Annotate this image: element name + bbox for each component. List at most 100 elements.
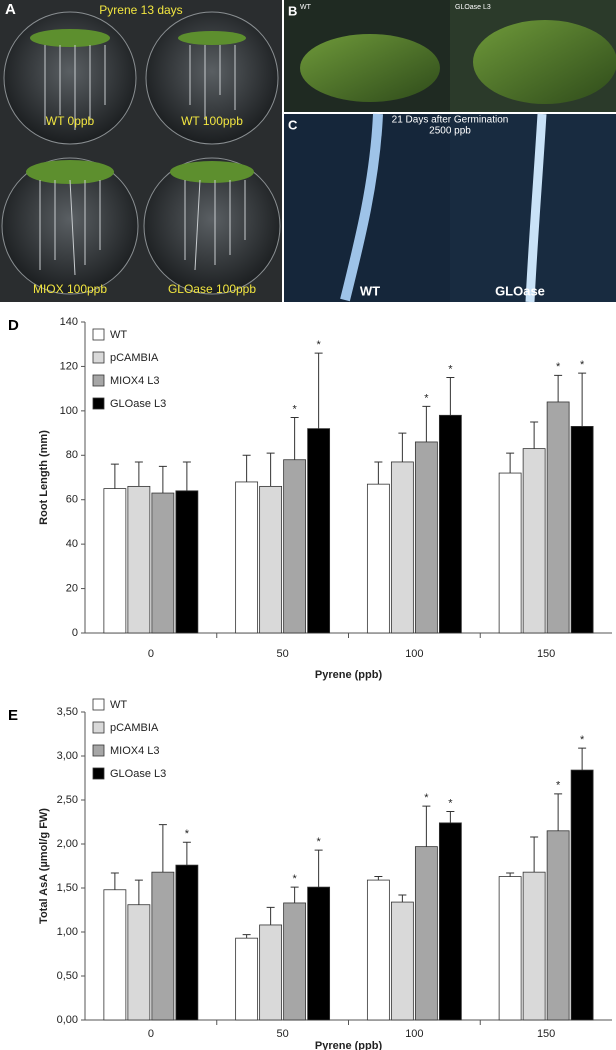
error-bar <box>314 352 323 429</box>
roots <box>39 45 246 276</box>
significance-mark: * <box>556 780 561 792</box>
significance-mark: * <box>316 836 321 848</box>
y-tick-label: 2,50 <box>57 794 78 806</box>
significance-mark: * <box>292 403 297 415</box>
leaf <box>473 20 616 104</box>
legend-swatch <box>92 374 105 387</box>
bar <box>151 492 175 634</box>
legend-swatch <box>92 351 105 364</box>
dish-label: GLOase 100ppb <box>168 282 256 296</box>
bar <box>366 879 390 1021</box>
x-tick-label: 100 <box>405 648 423 660</box>
x-tick-label: 50 <box>277 1028 289 1040</box>
bar <box>151 871 175 1021</box>
y-tick-label: 120 <box>60 360 78 372</box>
legend-swatch <box>92 397 105 410</box>
bar <box>235 481 259 634</box>
error-bar <box>506 872 515 877</box>
x-tick-label: 150 <box>537 648 555 660</box>
y-tick-label: 80 <box>66 449 78 461</box>
x-tick-label: 100 <box>405 1028 423 1040</box>
error-bar <box>374 876 383 881</box>
bar <box>414 846 438 1021</box>
error-bar <box>266 452 275 487</box>
y-axis-label: Root Length (mm) <box>38 430 50 525</box>
error-bar <box>446 377 455 416</box>
y-tick-label: 0 <box>72 627 78 639</box>
y-tick-label: 60 <box>66 494 78 506</box>
panel-letter: B <box>288 3 297 18</box>
bar <box>307 428 331 634</box>
y-tick-label: 40 <box>66 538 78 550</box>
y-tick-label: 2,00 <box>57 838 78 850</box>
legend-swatch <box>92 721 105 734</box>
legend-label: GLOase L3 <box>110 398 166 410</box>
error-bar <box>554 374 563 402</box>
leaf <box>300 34 440 102</box>
legend-label: GLOase L3 <box>110 768 166 780</box>
bar <box>570 426 594 634</box>
error-bar <box>158 824 167 873</box>
dish <box>3 11 137 145</box>
photo-label: GLOase L3 <box>455 4 491 11</box>
y-tick-label: 3,00 <box>57 750 78 762</box>
error-bar <box>398 432 407 462</box>
bar <box>175 490 199 634</box>
dish-label: WT 0ppb <box>46 114 95 128</box>
y-tick-label: 100 <box>60 405 78 417</box>
significance-mark: * <box>580 359 585 371</box>
y-tick-label: 0,00 <box>57 1014 78 1026</box>
bar <box>259 924 283 1021</box>
photo-subtitle: 2500 ppb <box>429 126 471 137</box>
error-bar <box>554 793 563 831</box>
error-bar <box>134 461 143 487</box>
error-bar <box>290 417 299 460</box>
error-bar <box>242 454 251 482</box>
bar <box>175 864 199 1021</box>
legend-swatch <box>92 744 105 757</box>
panel-letter: E <box>8 707 18 724</box>
bar <box>522 871 546 1021</box>
error-bar <box>158 465 167 494</box>
bar <box>235 937 259 1021</box>
bar <box>546 401 570 634</box>
bar <box>438 414 462 634</box>
error-bar <box>290 886 299 903</box>
error-bar <box>374 461 383 485</box>
dish <box>145 11 279 145</box>
error-bar <box>110 872 119 890</box>
bar <box>546 830 570 1021</box>
legend-swatch <box>92 767 105 780</box>
root <box>525 113 547 303</box>
significance-mark: * <box>448 363 453 375</box>
photo-title: 21 Days after Germination <box>392 115 509 126</box>
legend-swatch <box>92 698 105 711</box>
significance-mark: * <box>292 873 297 885</box>
panel-letter: D <box>8 317 19 334</box>
legend-label: MIOX4 L3 <box>110 745 160 757</box>
significance-mark: * <box>185 828 190 840</box>
y-tick-label: 1,00 <box>57 926 78 938</box>
bar <box>283 902 307 1021</box>
bar <box>522 448 546 634</box>
x-axis-label: Pyrene (ppb) <box>315 669 383 681</box>
error-bar <box>422 405 431 442</box>
photo-label: WT <box>360 283 380 298</box>
bar <box>127 904 151 1021</box>
panel-letter: C <box>288 117 298 132</box>
error-bar <box>578 747 587 771</box>
dish-label: WT 100ppb <box>181 114 243 128</box>
y-tick-label: 140 <box>60 316 78 328</box>
bar <box>498 472 522 634</box>
error-bar <box>506 452 515 474</box>
y-tick-label: 20 <box>66 582 78 594</box>
bar <box>390 461 414 634</box>
error-bar <box>422 805 431 847</box>
legend-label: WT <box>110 699 127 711</box>
bar <box>498 876 522 1021</box>
bar <box>390 901 414 1021</box>
legend-swatch <box>92 328 105 341</box>
bar <box>103 889 127 1021</box>
error-bar <box>134 879 143 905</box>
